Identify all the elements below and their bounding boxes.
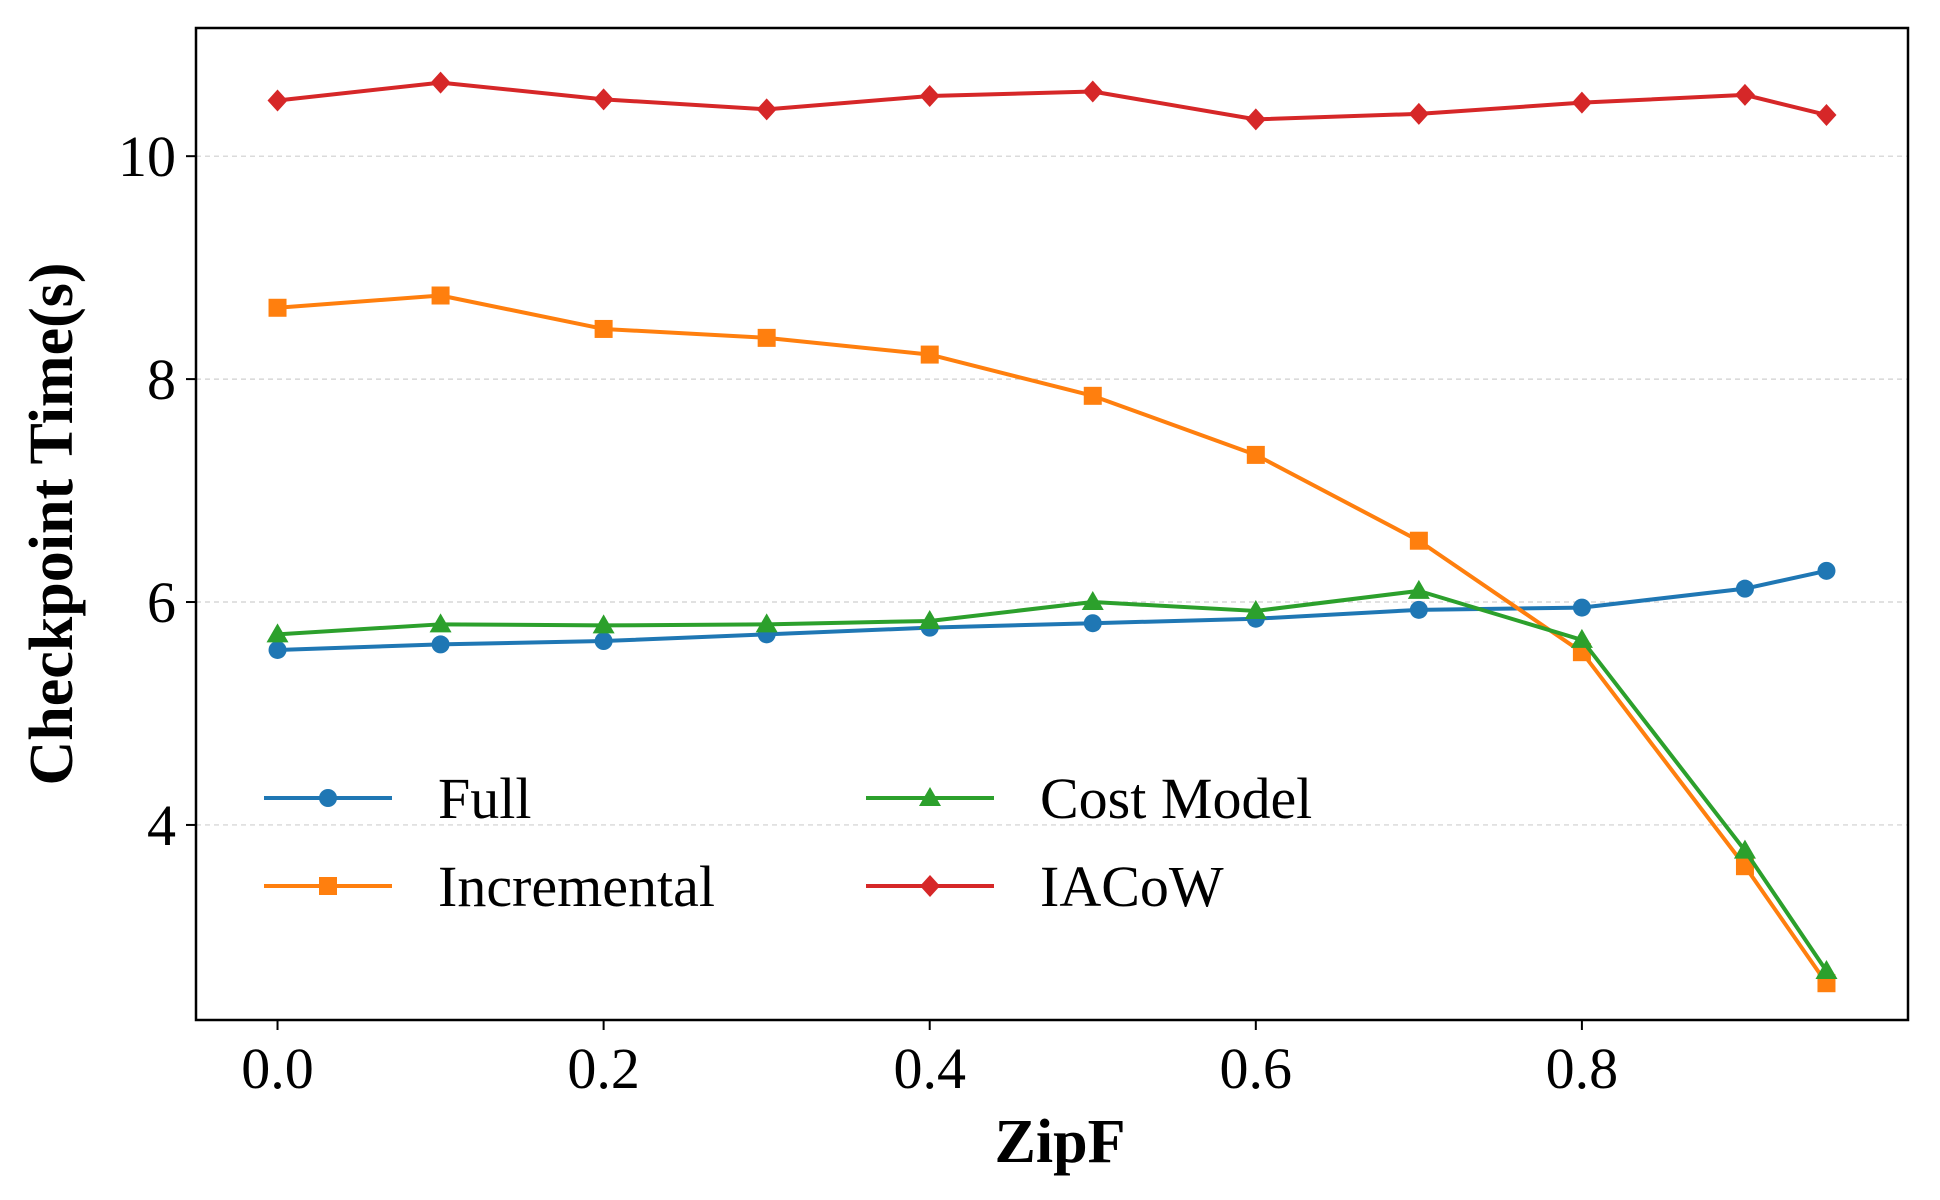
data-point-iacow	[1734, 83, 1755, 106]
series-full	[268, 561, 1836, 659]
series-line-full	[277, 568, 1827, 652]
legend-label-iacow: IACoW	[1040, 854, 1224, 919]
data-point-cost-model	[266, 623, 289, 643]
data-point-incremental	[1735, 857, 1754, 876]
data-point-cost-model	[1733, 839, 1756, 859]
legend-label-incremental: Incremental	[438, 854, 715, 919]
data-point-full	[1409, 600, 1428, 619]
series-incremental	[268, 286, 1836, 993]
data-point-iacow	[1816, 103, 1837, 126]
grid-lines	[196, 155, 1908, 826]
data-point-cost-model	[1407, 579, 1430, 599]
data-point-cost-model	[1815, 959, 1838, 979]
data-point-incremental	[268, 298, 287, 317]
legend-marker-iacow	[920, 875, 940, 897]
legend-marker-cost-model	[919, 787, 941, 806]
data-point-cost-model	[755, 613, 778, 633]
data-point-incremental	[1409, 531, 1428, 550]
legend-label-cost-model: Cost Model	[1040, 766, 1312, 831]
series-cost-model	[266, 579, 1838, 979]
data-point-full	[268, 640, 287, 659]
data-point-cost-model	[429, 613, 452, 633]
data-point-cost-model	[592, 614, 615, 634]
data-point-full	[594, 632, 613, 651]
plot-frame	[194, 26, 1910, 1022]
data-point-cost-model	[1570, 628, 1593, 648]
y-tick-label: 10	[118, 124, 176, 189]
legend: Full Cost Model Incremental IACoW	[264, 766, 1312, 919]
legend-item-cost-model: Cost Model	[866, 766, 1312, 831]
x-tick-label: 0.8	[1546, 1036, 1619, 1101]
legend-item-incremental: Incremental	[264, 854, 715, 919]
data-point-incremental	[594, 319, 613, 338]
legend-marker-full	[319, 789, 337, 807]
legend-item-full: Full	[264, 766, 532, 831]
data-point-iacow	[919, 84, 940, 107]
y-tick-label: 4	[147, 793, 176, 858]
data-point-incremental	[920, 345, 939, 364]
data-point-full	[431, 635, 450, 654]
data-point-iacow	[1245, 108, 1266, 131]
y-tick-label: 8	[147, 347, 176, 412]
data-point-cost-model	[918, 609, 941, 629]
data-point-incremental	[1083, 386, 1102, 405]
legend-item-iacow: IACoW	[866, 854, 1224, 919]
y-axis-title: Checkpoint Time(s)	[18, 262, 86, 785]
axis-ticks: 0.0 0.2 0.4 0.6 0.8 4 6 8 10	[118, 124, 1618, 1101]
x-tick-label: 0.6	[1220, 1036, 1293, 1101]
x-tick-label: 0.2	[567, 1036, 640, 1101]
data-point-iacow	[1408, 102, 1429, 125]
data-point-iacow	[1571, 91, 1592, 114]
data-point-iacow	[1082, 80, 1103, 103]
data-point-cost-model	[1244, 599, 1267, 619]
data-point-iacow	[756, 98, 777, 121]
x-tick-label: 0.0	[241, 1036, 314, 1101]
data-point-incremental	[431, 286, 450, 305]
data-point-incremental	[757, 328, 776, 347]
legend-marker-incremental	[319, 877, 337, 895]
data-point-incremental	[1246, 445, 1265, 464]
data-point-full	[1083, 614, 1102, 633]
data-point-iacow	[593, 88, 614, 111]
data-point-iacow	[430, 71, 451, 94]
data-point-full	[1735, 579, 1754, 598]
legend-label-full: Full	[438, 766, 532, 831]
data-point-full	[1817, 561, 1836, 580]
y-tick-label: 6	[147, 570, 176, 635]
data-point-iacow	[267, 89, 288, 112]
x-tick-label: 0.4	[893, 1036, 966, 1101]
series-iacow	[267, 71, 1837, 131]
data-point-full	[1572, 598, 1591, 617]
x-axis-title: ZipF	[995, 1108, 1126, 1176]
series-line-iacow	[277, 80, 1827, 122]
data-point-cost-model	[1081, 591, 1104, 611]
series-lines	[266, 71, 1838, 993]
